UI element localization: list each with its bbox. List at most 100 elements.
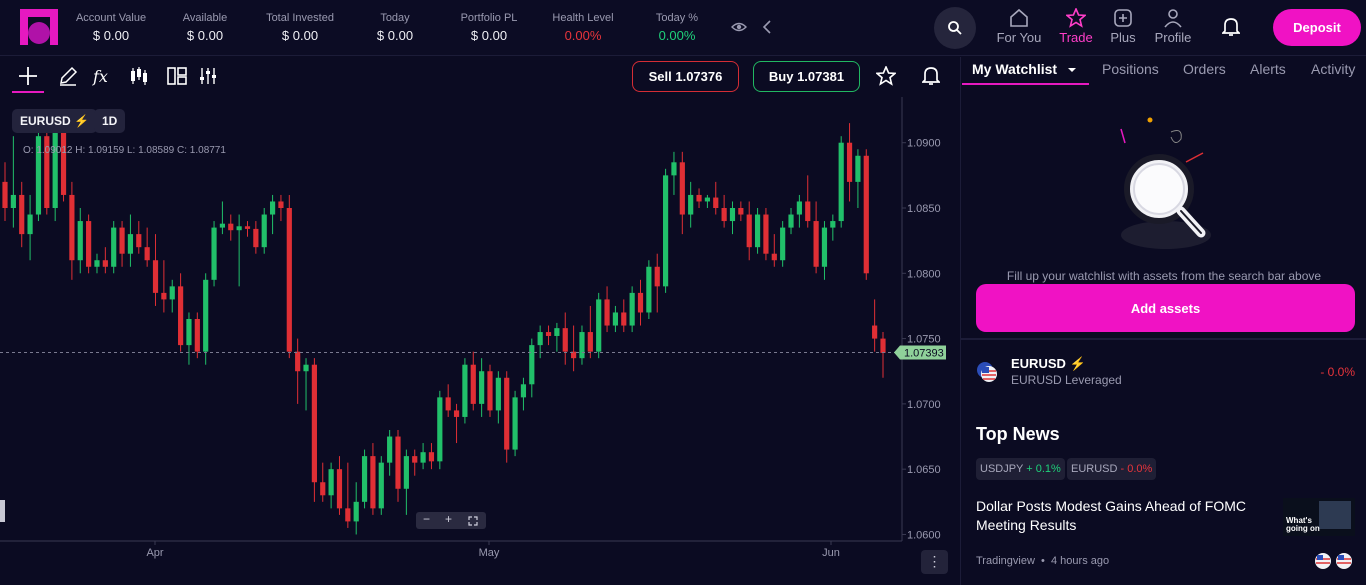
function-icon[interactable]: fx [92, 65, 114, 87]
candle-body [253, 228, 259, 248]
chart-area[interactable]: fx Sell 1.07376 Buy 1.07381 1.0900 1.0850… [0, 57, 957, 585]
news-thumbnail[interactable]: What's going on [1283, 498, 1355, 536]
active-tool-underline [12, 91, 44, 93]
meta-separator: • [1037, 555, 1048, 567]
candle-body [27, 214, 33, 235]
candle-body [412, 456, 418, 463]
stat-label: Account Value [75, 12, 147, 24]
divider [961, 338, 1366, 340]
bell-icon[interactable] [1222, 17, 1240, 37]
candle-body [713, 197, 719, 208]
candle-body [830, 221, 836, 228]
candle-body [754, 214, 761, 248]
candle-body [612, 312, 619, 326]
stat-label: Today [380, 12, 410, 24]
tab-my-watchlist[interactable]: My Watchlist [972, 61, 1077, 77]
tab-positions[interactable]: Positions [1102, 61, 1159, 77]
candle-body [587, 332, 593, 352]
layout-icon[interactable] [166, 65, 188, 87]
nav-plus[interactable]: Plus [1095, 8, 1151, 45]
thumbnail-screen [1319, 501, 1351, 529]
nav-trade[interactable]: Trade [1048, 8, 1104, 45]
app-logo-icon[interactable] [20, 9, 58, 45]
candles-icon[interactable] [128, 65, 150, 87]
stat-value: $ 0.00 [376, 28, 414, 43]
sell-button[interactable]: Sell 1.07376 [632, 61, 739, 92]
candle-body [144, 247, 150, 261]
nav-for-you[interactable]: For You [991, 8, 1047, 45]
price-tick-label: 1.0650 [907, 464, 941, 476]
tab-orders[interactable]: Orders [1183, 61, 1226, 77]
candle-body [637, 292, 644, 313]
candle-body [846, 142, 853, 182]
eye-icon[interactable] [731, 20, 747, 34]
stat-available: Available $ 0.00 [160, 12, 250, 43]
price-tick-label: 1.0850 [907, 203, 941, 215]
candle-body [738, 208, 744, 215]
candle-body [604, 299, 610, 326]
nav-profile[interactable]: Profile [1145, 8, 1201, 45]
candle-body [529, 345, 535, 385]
stat-label: Health Level [552, 12, 614, 24]
chevron-left-icon[interactable] [761, 20, 773, 34]
crosshair-icon[interactable] [17, 65, 39, 87]
candle-body [295, 351, 301, 372]
asset-row-eurusd[interactable]: EURUSD ⚡ EURUSD Leveraged - 0.0% [961, 347, 1366, 391]
candle-body [311, 364, 317, 483]
buy-button[interactable]: Buy 1.07381 [753, 61, 860, 92]
candle-body [328, 469, 334, 496]
stat-label: Available [182, 12, 228, 24]
fullscreen-icon[interactable] [468, 516, 478, 526]
candle-body [654, 266, 660, 287]
stat-value: $ 0.00 [281, 28, 319, 43]
candle-body [537, 332, 543, 346]
candle-body [269, 201, 276, 215]
time-tick-label: Apr [146, 547, 163, 559]
nav-label: Profile [1154, 30, 1192, 45]
symbol-pill[interactable]: EURUSD ⚡ [12, 109, 97, 133]
tab-activity[interactable]: Activity [1311, 61, 1356, 77]
stat-value: $ 0.00 [186, 28, 224, 43]
timeframe-pill[interactable]: 1D [94, 109, 126, 133]
pencil-icon[interactable] [57, 65, 79, 87]
star-icon [1066, 8, 1086, 28]
candle-body [152, 260, 159, 293]
news-chip-usdjpy[interactable]: USDJPY + 0.1% [976, 458, 1065, 480]
price-tick-label: 1.0800 [907, 268, 941, 280]
tab-alerts[interactable]: Alerts [1250, 61, 1286, 77]
more-button[interactable]: ⋮ [921, 550, 948, 574]
add-assets-button[interactable]: Add assets [976, 284, 1355, 332]
news-meta: Tradingview • 4 hours ago [976, 555, 1109, 567]
candle-body [855, 155, 861, 182]
stat-account-value: Account Value $ 0.00 [66, 12, 156, 43]
star-icon[interactable] [876, 66, 896, 86]
candle-body [403, 456, 409, 489]
candle-body [127, 234, 134, 254]
zoom-out-button[interactable]: − [423, 512, 431, 526]
candle-body [763, 214, 769, 254]
home-icon [1010, 8, 1028, 27]
candle-body [520, 384, 527, 398]
candle-body [361, 456, 368, 502]
candle-body [219, 223, 226, 228]
news-headline[interactable]: Dollar Posts Modest Gains Ahead of FOMC … [976, 498, 1246, 533]
candle-body [554, 328, 560, 336]
bell-icon[interactable] [922, 66, 940, 86]
candle-body [688, 194, 694, 215]
time-tick-label: May [479, 547, 500, 559]
stat-label: Portfolio PL [460, 12, 518, 24]
candle-body [387, 436, 393, 463]
stat-value: 0.00% [564, 28, 602, 43]
stat-value: 0.00% [658, 28, 696, 43]
panel-handle[interactable] [0, 500, 5, 522]
zoom-in-button[interactable]: + [445, 512, 453, 526]
candle-body [286, 208, 292, 352]
nav-label: Trade [1059, 30, 1093, 45]
candle-body [796, 201, 802, 215]
search-button[interactable] [934, 7, 976, 49]
price-chart[interactable]: 1.0900 1.0850 1.0800 1.0750 1.0700 1.0650 1.06… [0, 97, 957, 585]
sliders-icon[interactable] [197, 65, 219, 87]
deposit-button[interactable]: Deposit [1273, 9, 1361, 46]
news-chip-eurusd[interactable]: EURUSD - 0.0% [1067, 458, 1157, 480]
candle-body [370, 456, 376, 509]
